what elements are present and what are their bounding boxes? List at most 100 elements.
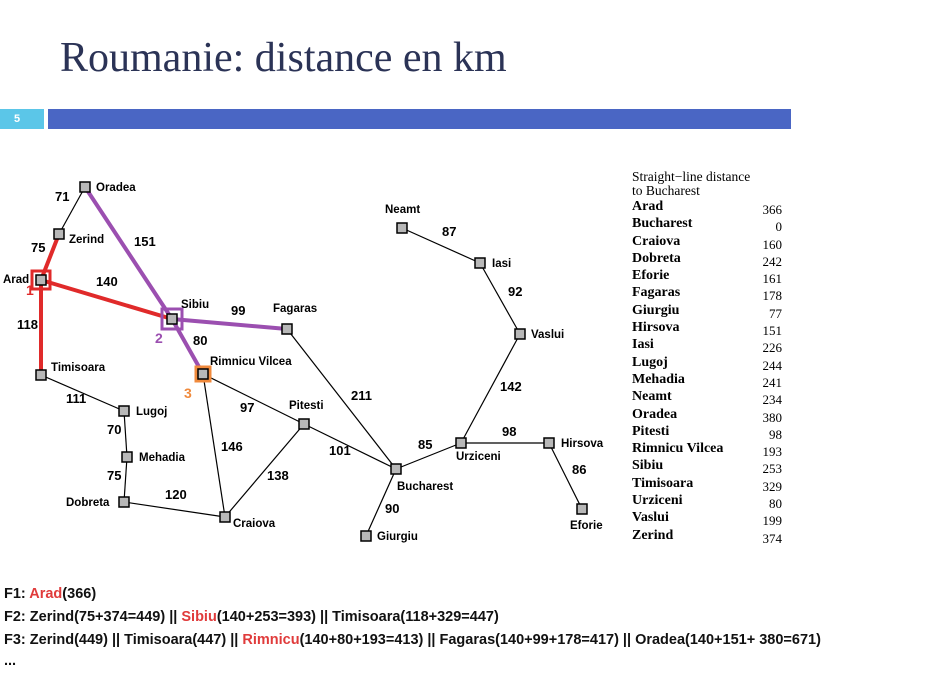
sld-value: 253 — [762, 461, 783, 477]
dist-mehadia-dobreta: 75 — [107, 468, 121, 483]
dist-rimnicu-pitesti: 97 — [240, 400, 254, 415]
slide-title: Roumanie: distance en km — [60, 35, 507, 81]
dist-oradea-sibiu: 151 — [134, 234, 156, 249]
node-sibiu — [166, 313, 178, 325]
node-rimnicu — [197, 368, 209, 380]
sld-value: 366 — [762, 202, 783, 217]
node-lugoj — [118, 405, 130, 417]
step1-label: 1 — [26, 282, 34, 298]
label-giurgiu: Giurgiu — [377, 531, 418, 543]
sld-city: Hirsova — [632, 320, 680, 336]
sld-city: Oradea — [632, 406, 678, 422]
dist-arad-timisoara: 118 — [17, 317, 38, 332]
sld-value: 161 — [762, 271, 783, 287]
sld-city: Giurgiu — [632, 302, 680, 318]
node-dobreta — [118, 496, 130, 508]
f3-highlight: Rimnicu — [242, 632, 300, 648]
node-zerind — [53, 228, 65, 240]
sld-header-line1: Straight−line distance — [632, 169, 751, 184]
label-hirsova: Hirsova — [561, 438, 604, 450]
dist-craiova-pitesti: 138 — [267, 468, 289, 483]
sld-row: Lugoj 244 — [632, 354, 783, 373]
dist-timisoara-lugoj: 111 — [66, 391, 86, 406]
sld-rows: Arad 366 Bucharest 0 Craiova 160 Dobreta 242 Efo… — [632, 198, 783, 546]
sld-row: Timisoara 329 — [632, 475, 783, 494]
sld-value: 80 — [769, 496, 782, 512]
sld-city: Timisoara — [632, 475, 694, 491]
dist-vaslui-iasi: 92 — [508, 284, 522, 299]
sld-value: 329 — [762, 478, 783, 494]
step1-marker — [30, 269, 52, 291]
label-craiova: Craiova — [233, 518, 276, 530]
frontier-f1: F1: Arad(366) — [4, 586, 96, 602]
sld-city: Arad — [632, 199, 664, 214]
f3-prefix: F3: Zerind(449) || Timisoara(447) || — [4, 632, 243, 648]
node-urziceni — [455, 437, 467, 449]
label-zerind: Zerind — [69, 234, 104, 246]
label-bucharest: Bucharest — [397, 481, 453, 493]
sld-city: Mehadia — [632, 371, 685, 387]
label-eforie: Eforie — [570, 520, 603, 532]
sld-city: Dobreta — [632, 250, 681, 266]
label-arad: Arad — [3, 274, 29, 286]
sld-city: Neamt — [632, 389, 672, 405]
label-timisoara: Timisoara — [51, 362, 106, 374]
dist-zerind-arad: 75 — [31, 240, 45, 255]
dist-lugoj-mehadia: 70 — [107, 422, 121, 437]
sld-row: Bucharest 0 — [632, 215, 782, 234]
search-path — [39, 185, 289, 377]
dist-sibiu-fagaras: 99 — [231, 303, 245, 318]
sld-value: 241 — [762, 374, 783, 390]
step2-label: 2 — [155, 330, 163, 346]
edge-timisoara-lugoj — [40, 374, 125, 412]
node-oradea — [79, 181, 91, 193]
node-vaslui — [514, 328, 526, 340]
dist-bucharest-giurgiu: 90 — [385, 501, 399, 516]
sld-value: 242 — [762, 253, 783, 269]
label-oradea: Oradea — [96, 182, 136, 194]
sld-value: 244 — [762, 357, 783, 373]
sld-row: Oradea 380 — [632, 406, 782, 425]
label-vaslui: Vaslui — [531, 329, 564, 341]
label-fagaras: Fagaras — [273, 303, 317, 315]
edge-vaslui-iasi — [479, 262, 521, 335]
dist-sibiu-rimnicu: 80 — [193, 333, 207, 348]
sld-city: Zerind — [632, 527, 674, 543]
edge-hirsova-eforie — [548, 442, 583, 510]
dist-urziceni-vaslui: 142 — [500, 379, 522, 394]
f2-rest: (140+253=393) || Timisoara(118+329=447) — [216, 609, 499, 625]
node-fagaras — [281, 323, 293, 335]
frontier-f2: F2: Zerind(75+374=449) || Sibiu(140+253=… — [4, 609, 499, 625]
dist-dobreta-craiova: 120 — [165, 487, 187, 502]
dist-arad-sibiu: 140 — [96, 274, 118, 289]
dist-fagaras-bucharest: 211 — [351, 388, 372, 403]
sld-value: 151 — [762, 323, 783, 339]
dist-oradea-zerind: 71 — [55, 189, 69, 204]
f2-highlight: Sibiu — [181, 609, 217, 625]
sld-value: 160 — [762, 236, 783, 252]
map-edges — [40, 186, 583, 537]
edge-sibiu-oradea-highlight — [83, 185, 174, 321]
sld-row: Dobreta 242 — [632, 250, 783, 269]
edge-iasi-neamt — [401, 227, 481, 264]
sld-row: Mehadia 241 — [632, 371, 783, 390]
f2-prefix: F2: Zerind(75+374=449) || — [4, 609, 182, 625]
f1-prefix: F1: — [4, 586, 30, 602]
label-mehadia: Mehadia — [139, 452, 186, 464]
sld-row: Neamt 234 — [632, 388, 782, 407]
label-pitesti: Pitesti — [289, 400, 324, 412]
sld-city: Craiova — [632, 233, 681, 249]
label-urziceni: Urziceni — [456, 451, 501, 463]
label-lugoj: Lugoj — [136, 406, 167, 418]
sld-value: 199 — [762, 513, 783, 529]
sld-city: Rimnicu Vilcea — [632, 441, 724, 457]
node-neamt — [396, 222, 408, 234]
frontier-f3: F3: Zerind(449) || Timisoara(447) || Rim… — [4, 632, 821, 648]
edge-arad-sibiu-highlight — [39, 278, 174, 321]
sld-city: Iasi — [632, 337, 654, 353]
edge-urziceni-vaslui — [460, 333, 521, 444]
frontier-ellipsis: ... — [4, 653, 17, 669]
node-hirsova — [543, 437, 555, 449]
node-pitesti — [298, 418, 310, 430]
sld-value: 178 — [762, 288, 783, 304]
